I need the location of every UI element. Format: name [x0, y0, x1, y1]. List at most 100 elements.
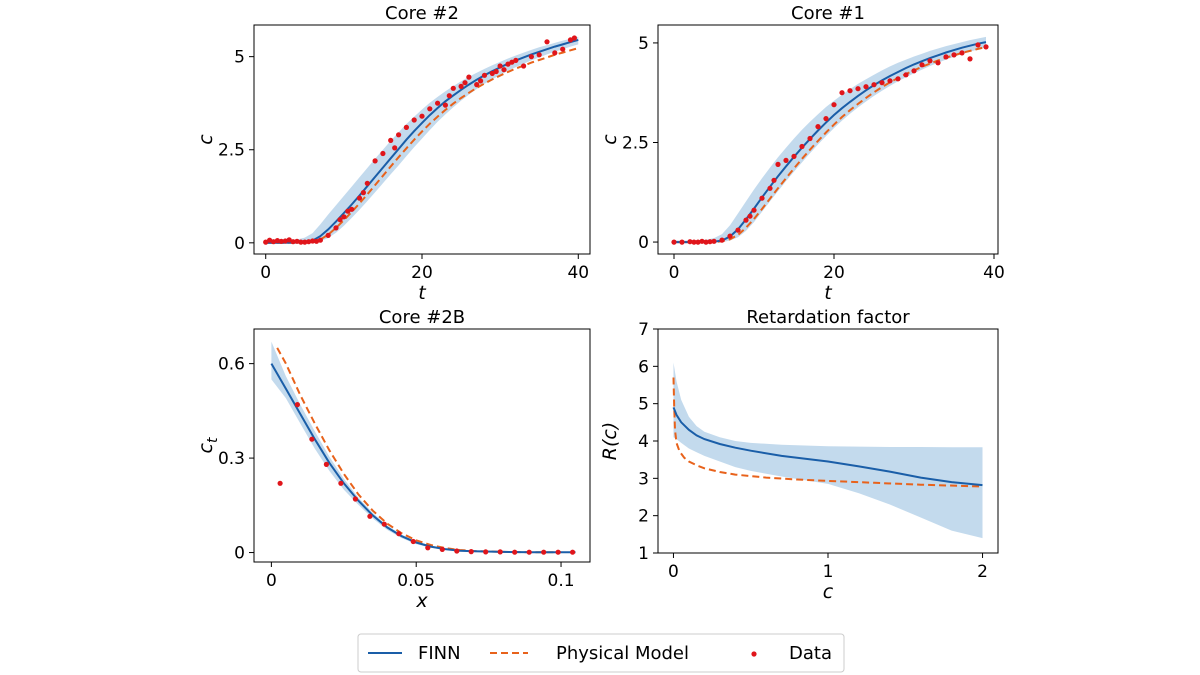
data-point	[671, 239, 677, 245]
data-point	[903, 72, 909, 78]
data-point	[364, 180, 370, 186]
data-point	[687, 239, 693, 245]
x-tick-label: 40	[983, 263, 1005, 283]
data-point	[552, 50, 558, 56]
data-point	[294, 402, 300, 408]
data-point	[959, 50, 965, 56]
data-point	[951, 52, 957, 58]
data-point	[747, 213, 753, 219]
data-point	[719, 237, 725, 243]
data-point	[509, 59, 515, 65]
data-point	[967, 56, 973, 62]
data-point	[381, 521, 387, 527]
x-tick-label: 0.1	[548, 571, 575, 591]
x-axis-label: t	[418, 282, 427, 304]
legend-data-label: Data	[789, 643, 832, 664]
plot-area	[263, 35, 579, 245]
y-tick-label: 6	[638, 357, 649, 377]
data-point	[345, 208, 351, 214]
data-point	[468, 549, 474, 555]
plot-frame	[253, 328, 591, 563]
data-point	[555, 549, 561, 555]
x-tick-label: 0	[668, 562, 679, 582]
data-point	[735, 227, 741, 233]
data-point	[454, 548, 460, 554]
data-point	[458, 83, 464, 89]
data-point	[887, 78, 893, 84]
finn-uncertainty-band	[674, 36, 986, 244]
legend-physical-label: Physical Model	[556, 643, 689, 664]
y-tick-label: 0	[234, 234, 245, 254]
data-point	[839, 90, 845, 96]
data-point	[541, 549, 547, 555]
data-point	[294, 238, 300, 244]
data-point	[333, 225, 339, 231]
data-point	[419, 113, 425, 119]
y-tick-label: 5	[638, 34, 649, 54]
data-point	[919, 62, 925, 68]
y-tick-label: 7	[638, 320, 649, 340]
data-point	[711, 238, 717, 244]
data-point	[513, 57, 519, 64]
data-point	[278, 238, 284, 244]
y-axis-label-main: c	[195, 442, 217, 453]
data-point	[695, 239, 701, 245]
finn-uncertainty-band	[271, 341, 576, 553]
data-point	[863, 84, 869, 90]
y-tick-label: 2	[638, 507, 649, 527]
data-point	[474, 82, 480, 88]
finn-uncertainty-band	[265, 36, 579, 244]
finn-line	[270, 363, 576, 554]
data-point	[497, 63, 503, 69]
data-point	[483, 549, 489, 555]
y-tick-label: 2.5	[218, 141, 245, 161]
finn-line	[672, 407, 983, 487]
x-tick-label: 1	[823, 562, 834, 582]
data-point	[302, 239, 308, 245]
data-point	[775, 161, 781, 167]
y-tick-label: 0.3	[218, 449, 245, 469]
legend-finn-label: FINN	[418, 643, 461, 664]
x-axis-label: c	[823, 581, 834, 603]
data-point	[493, 68, 499, 75]
y-axis-label: c	[599, 134, 621, 145]
x-axis-label: t	[824, 282, 833, 304]
data-point	[783, 157, 789, 163]
data-point	[703, 239, 709, 245]
data-point	[466, 74, 472, 80]
legend: FINN Physical Model Data	[357, 633, 845, 673]
physical-model-line	[265, 47, 579, 244]
data-point	[528, 54, 535, 60]
data-point	[911, 68, 917, 74]
data-point	[975, 42, 981, 48]
y-tick-label: 3	[638, 469, 649, 489]
data-point	[392, 145, 398, 151]
chart-title: Core #2B	[379, 307, 465, 328]
y-axis-label: R(c)	[599, 422, 621, 460]
data-point	[290, 239, 296, 245]
x-tick-label: 2	[977, 562, 988, 582]
x-tick-label: 0	[266, 571, 277, 591]
finn-line	[674, 41, 987, 244]
y-axis-label-subscript: t	[205, 437, 221, 443]
chart-title: Retardation factor	[746, 307, 910, 328]
data-point	[267, 237, 273, 243]
data-point	[831, 102, 837, 108]
finn-line	[265, 38, 579, 244]
y-tick-label: 2.5	[622, 133, 649, 153]
y-tick-label: 5	[638, 395, 649, 415]
data-point	[536, 52, 542, 58]
data-point	[935, 60, 941, 66]
data-point	[446, 93, 452, 99]
x-tick-label: 20	[823, 263, 845, 283]
data-point	[325, 232, 331, 238]
y-tick-label: 5	[234, 48, 245, 68]
data-point	[309, 436, 315, 442]
data-point	[425, 545, 431, 551]
physical-model-line	[672, 377, 983, 488]
data-point	[306, 239, 312, 245]
data-point	[526, 549, 532, 555]
data-point	[435, 100, 441, 106]
data-point	[396, 132, 402, 138]
